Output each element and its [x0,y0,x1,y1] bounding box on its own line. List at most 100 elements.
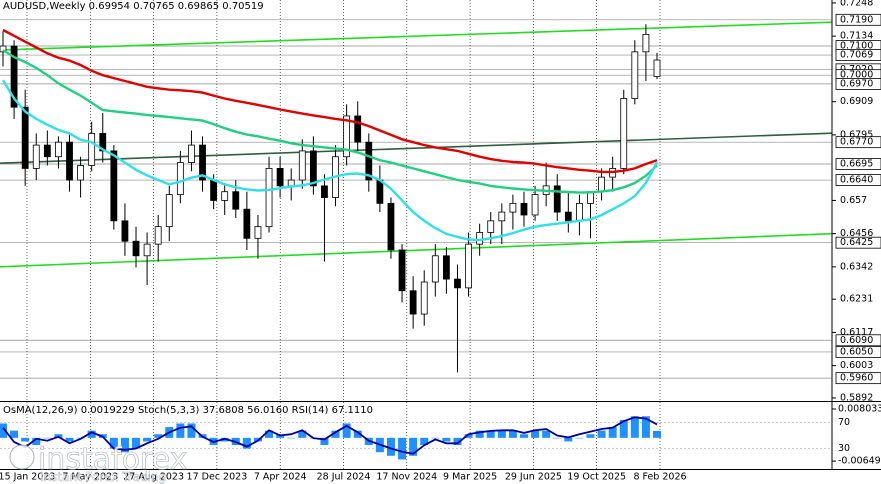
osma-bar [597,430,606,438]
level-label: 0.7190 [840,14,873,25]
candle-body [43,144,51,158]
y-tick-label: 0.6909 [840,96,873,107]
candle-body [343,115,351,158]
level-label: 0.6090 [840,335,873,346]
x-tick-label: 27 Aug 2023 [123,472,184,483]
candle-body [143,243,151,257]
candle-body [221,191,229,201]
candle-body [564,211,572,222]
x-tick-label: 29 Jun 2025 [505,472,562,483]
candle-body [631,51,639,99]
osma-bar [21,437,30,442]
candle-body [232,191,240,210]
osma-bar [486,430,495,438]
trend-line [0,21,833,51]
osma-bar [265,430,274,438]
candle-body [121,220,129,242]
candle-body [476,232,484,245]
x-tick-label: 7 May 2023 [62,472,118,483]
candle-body [165,194,173,228]
x-tick-label: 17 Dec 2023 [187,472,248,483]
candle-body [642,33,650,53]
level-label-box [835,236,881,249]
level-label-box [835,78,881,90]
osma-bar [497,430,506,438]
osma-bar [43,437,52,439]
osma-bar [553,437,562,439]
osma-bar [420,437,429,446]
y-tick-label: 0.657 [840,195,867,206]
candle-body [99,133,107,152]
osc-tick-label: -0.0064901 [838,456,881,467]
osma-bar [87,430,96,438]
candle-body [431,255,439,283]
candle-body [387,202,395,251]
candle-body [531,194,539,216]
trend-line [0,232,833,268]
osma-bar [398,437,407,460]
osma-bar [442,437,451,442]
osma-bar [386,437,395,456]
candle-body [276,167,284,187]
y-tick-label: 0.7134 [840,31,873,42]
candle-body [354,115,362,143]
candle-body [77,165,84,181]
osma-bar [32,437,41,446]
osma-bar [342,423,351,438]
osma-bar [542,430,551,438]
level-label: 0.6770 [840,137,873,148]
osma-bar [176,423,185,438]
osma-bar [586,434,595,438]
moving-average [2,28,658,174]
candle-body [243,208,251,239]
candle-body [442,255,450,280]
candle-body [409,290,417,315]
osma-bar [453,437,462,446]
candle-body [154,226,162,245]
candle-body [321,185,328,198]
osma-bar [132,437,141,449]
x-tick-label: 19 Oct 2025 [567,472,626,483]
y-tick-label: 0.5892 [840,392,873,403]
osma-bar [431,437,440,439]
candle-body [598,176,605,193]
candle-body [176,162,184,196]
moving-average [2,49,658,194]
level-label: 0.6970 [840,78,873,89]
osma-bar [320,437,329,446]
candle-body [21,106,29,169]
candle-body [0,45,7,53]
level-label: 0.6425 [840,237,873,248]
grid-layer [0,0,832,469]
osma-bar [287,437,296,439]
candle-body [10,45,18,108]
candle-body [576,202,583,222]
x-tick-label: 17 Nov 2024 [376,472,437,483]
candle-body [298,150,306,181]
osma-bar [353,430,362,438]
candle-body [66,141,73,181]
candle-body [620,98,628,169]
candle-body [553,185,561,213]
osma-bar [641,416,650,438]
candle-body [188,144,195,163]
candle-body [498,211,506,222]
candle-body [199,144,206,181]
level-label-box [835,372,881,385]
candle-body [287,179,295,187]
osma-bar [630,416,639,438]
x-tick-label: 8 Feb 2026 [633,472,686,483]
candle-body [509,202,517,213]
osma-bar [475,430,484,438]
y-tick-label: 0.6117 [840,327,873,338]
candle-body [653,59,661,77]
candle-body [420,281,428,315]
candle-body [88,133,96,166]
osma-bar [508,430,517,438]
osma-bar [531,430,540,438]
candle-body [465,243,472,289]
y-tick-label: 0.6795 [840,129,873,140]
osma-bar [519,434,528,438]
watermark-slogan: Instant Forex Trading [40,470,166,484]
